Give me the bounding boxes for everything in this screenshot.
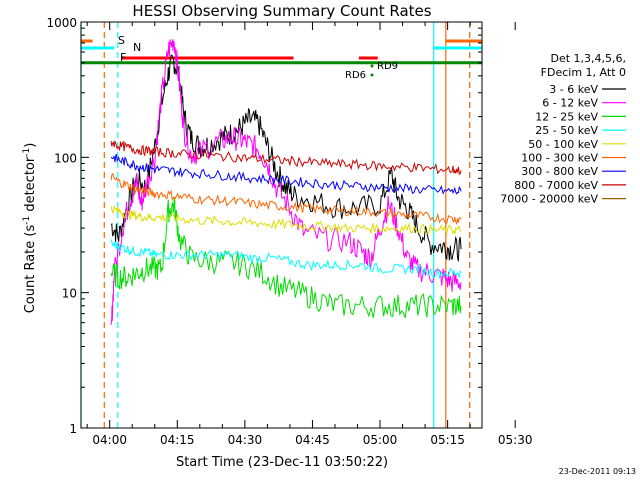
legend-entry-label: 50 - 100 keV (528, 138, 598, 151)
y-tick-label: 100 (54, 151, 77, 165)
legend-entry-label: 800 - 7000 keV (514, 179, 598, 192)
x-tick-label: 04:45 (295, 433, 330, 447)
legend-entry-label: 100 - 300 keV (521, 152, 598, 165)
x-tick-label: 05:00 (363, 433, 398, 447)
series-line (110, 153, 462, 195)
flag-rd9-label: RD9 (377, 61, 398, 72)
legend-header: FDecim 1, Att 0 (541, 66, 626, 79)
flag-rd9-marker (370, 64, 374, 68)
flag-s-label: S (118, 34, 125, 47)
y-tick-label: 1000 (46, 16, 77, 30)
legend-entry-label: 12 - 25 keV (535, 110, 598, 123)
series-line (110, 196, 462, 318)
legend-entry-label: 25 - 50 keV (535, 124, 598, 137)
series-line (110, 39, 462, 325)
plot-frame (80, 21, 483, 429)
x-tick-label: 04:00 (92, 433, 127, 447)
x-tick-label: 05:30 (498, 433, 533, 447)
footer-timestamp: 23-Dec-2011 09:13 (559, 467, 636, 476)
flag-rd6-label: RD6 (345, 70, 366, 81)
y-tick-label: 10 (62, 287, 77, 301)
legend-header: Det 1,3,4,5,6, (550, 52, 626, 65)
series-line (110, 204, 462, 236)
legend-entry-label: 3 - 6 keV (549, 83, 598, 96)
x-tick-label: 04:15 (160, 433, 195, 447)
y-tick-label: 1 (69, 422, 77, 436)
flag-f-label: F (120, 51, 126, 64)
series-line (110, 172, 462, 226)
series-line (110, 54, 462, 262)
legend-entry-label: 300 - 800 keV (521, 165, 598, 178)
chart-title: HESSI Observing Summary Count Rates (132, 2, 431, 20)
legend-entry-label: 7000 - 20000 keV (500, 193, 598, 206)
series-line (110, 239, 462, 280)
flag-n-label: N (133, 41, 141, 54)
x-axis-label: Start Time (23-Dec-11 03:50:22) (176, 455, 388, 470)
x-tick-label: 04:30 (228, 433, 263, 447)
x-tick-label: 05:15 (430, 433, 465, 447)
y-axis-label: Count Rate (s-1 detector-1) (22, 143, 38, 314)
legend-entry-label: 6 - 12 keV (542, 97, 598, 110)
series-line (110, 140, 462, 176)
flag-rd6-marker (370, 73, 374, 77)
